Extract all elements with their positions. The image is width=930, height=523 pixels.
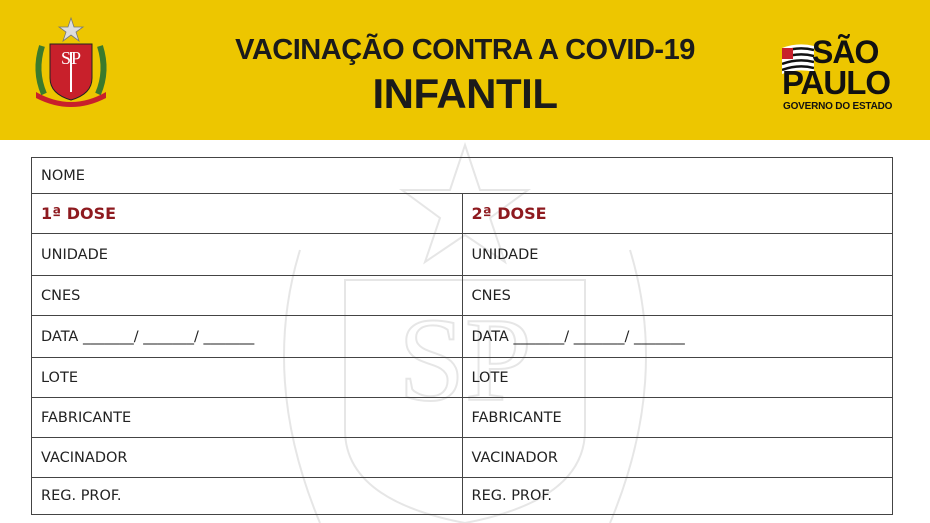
dose-1-title: 1ª DOSE (41, 204, 117, 223)
logo-sao: SÃO (812, 34, 879, 70)
cnes-row: CNES CNES (32, 275, 892, 315)
dose-1-unidade-field[interactable]: UNIDADE (41, 246, 108, 263)
title-line-2: INFANTIL (372, 70, 558, 117)
vacinador-row: VACINADOR VACINADOR (32, 437, 892, 477)
dose-2-unidade-field[interactable]: UNIDADE (461, 234, 893, 275)
logo-governo: GOVERNO DO ESTADO (783, 101, 893, 112)
dose-1-lote-field[interactable]: LOTE (41, 369, 78, 386)
dose-2-title: 2ª DOSE (461, 194, 893, 233)
title-line-1: VACINAÇÃO CONTRA A COVID-19 (235, 34, 695, 66)
dose-2-fabricante-field[interactable]: FABRICANTE (461, 398, 893, 437)
sp-flag-icon (782, 44, 814, 74)
vaccination-form: NOME 1ª DOSE 2ª DOSE UNIDADE UNIDADE CNE… (31, 157, 893, 515)
reg-prof-row: REG. PROF. REG. PROF. (32, 477, 892, 514)
logo-paulo: PAULO (782, 64, 891, 101)
lote-row: LOTE LOTE (32, 357, 892, 397)
fabricante-row: FABRICANTE FABRICANTE (32, 397, 892, 437)
dose-2-cnes-field[interactable]: CNES (461, 276, 893, 315)
dose-title-row: 1ª DOSE 2ª DOSE (32, 193, 892, 233)
data-row: DATA _______/ _______/ _______ DATA ____… (32, 315, 892, 357)
dose-2-date-field[interactable]: DATA _______/ _______/ _______ (461, 316, 893, 357)
dose-1-reg-prof-field[interactable]: REG. PROF. (41, 488, 122, 504)
unidade-row: UNIDADE UNIDADE (32, 233, 892, 275)
name-field[interactable]: NOME (41, 167, 85, 184)
coat-of-arms-icon: SP (35, 16, 107, 107)
dose-2-lote-field[interactable]: LOTE (461, 358, 893, 397)
dose-1-cnes-field[interactable]: CNES (41, 287, 81, 304)
dose-1-vacinador-field[interactable]: VACINADOR (41, 449, 128, 466)
dose-1-date-field[interactable]: DATA _______/ _______/ _______ (41, 328, 255, 345)
sao-paulo-logo: SÃO PAULO GOVERNO DO ESTADO (782, 34, 902, 115)
dose-1-fabricante-field[interactable]: FABRICANTE (41, 409, 132, 426)
name-row: NOME (32, 158, 892, 193)
header-banner: SP VACINAÇÃO CONTRA A COVID-19 INFANTIL … (0, 0, 930, 140)
dose-2-vacinador-field[interactable]: VACINADOR (461, 438, 893, 477)
dose-2-reg-prof-field[interactable]: REG. PROF. (461, 478, 893, 514)
